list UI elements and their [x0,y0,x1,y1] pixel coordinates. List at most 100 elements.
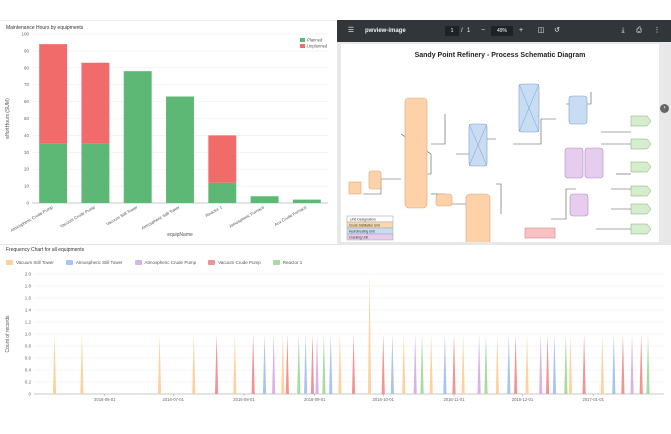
x-tick-label: 2016-12-01 [512,397,534,402]
x-tick-label: 2016-06-01 [94,397,116,402]
spike-atmospheric-crude-pump [630,334,634,394]
y-axis-label: Count of records [5,315,11,352]
spike-vacuum-crude-pump [351,334,356,394]
furnace [348,181,362,195]
legend-item[interactable]: Vacuum Crude Pump [208,258,261,266]
spike-atmospheric-still-tower [390,334,394,394]
chevron-right-icon[interactable]: › [660,104,669,113]
spike-vacuum-crude-pump [310,334,315,394]
minus-icon[interactable]: − [480,27,486,34]
spike-vacuum-still-tower [233,334,237,394]
frequency-legend: Vacuum Still Tower Atmospheric Still Tow… [6,258,314,266]
spike-vacuum-crude-pump [452,334,456,394]
y-tick-label: 1.8 [25,284,32,289]
spike-vacuum-crude-pump [251,334,255,394]
spike-vacuum-still-tower [402,334,406,394]
spike-reactor-1 [297,334,301,394]
process-schematic-diagram: Sandy Point Refinery - Process Schematic… [346,52,652,242]
spike-vacuum-still-tower [192,334,196,394]
menu-icon[interactable]: ☰ [347,27,355,34]
bar-planned [81,143,110,203]
x-tick-label: Atmospheric Furnace [228,204,266,229]
x-tick-label: Vacuum Still Tower [105,204,139,226]
spike-vacuum-still-tower [367,274,372,394]
atmospheric-distillation-column [404,97,428,209]
pdf-file-name: pwview-image [365,28,406,34]
spike-atmospheric-crude-pump [413,334,417,394]
more-vertical-icon[interactable]: ⋮ [653,27,661,34]
y-tick-label: 50 [24,116,30,121]
legend-item[interactable]: Vacuum Still Tower [6,258,54,266]
spike-atmospheric-crude-pump [477,334,481,394]
spike-reactor-1 [420,334,424,394]
legend-swatch [134,259,142,265]
legend-swatch [65,259,73,265]
unit-key-title: Unit Designation [350,218,376,222]
x-axis-label: equipName [167,232,193,238]
rotate-icon[interactable]: ↺ [554,27,560,34]
pdf-viewer[interactable]: ☰ pwview-image 1 / 1 − 49% + ◫ ↺ ⤓ ⎙ ⋮ S… [337,20,671,244]
frequency-chart: 0 0.2 0.4 0.6 0.8 1.0 1.2 1.4 1.6 1.8 2.0 2016-06-0… [5,272,664,402]
spike-reactor-1 [646,334,650,394]
spike-vacuum-still-tower [600,334,604,394]
spike-vacuum-crude-pump [514,334,518,394]
maintenance-bar-chart: 0 10 20 30 40 50 60 70 80 90 100 Atmospheric Crude … [5,32,328,238]
legend-swatch [300,44,305,48]
y-tick-label: 20 [24,167,30,172]
legend-item[interactable]: Atmospheric Still Tower [65,258,123,266]
bar-planned [39,143,68,203]
spike-vacuum-still-tower [338,334,342,394]
pdf-page: Sandy Point Refinery - Process Schematic… [341,44,659,242]
spike-vacuum-still-tower [429,334,433,394]
product-tags [630,115,652,235]
zoom-level-input[interactable]: 49% [491,26,513,36]
y-tick-label: 1.4 [25,308,32,313]
legend-item[interactable]: Atmospheric Crude Pump [134,258,197,266]
spike-atmospheric-crude-pump [539,334,543,394]
page-total: 1 [467,28,471,34]
spike-reactor-1 [484,334,488,394]
desalter-vessel [368,170,382,190]
maintenance-chart-title: Maintenance Hours by equipments [6,25,84,31]
y-tick-label: 40 [24,133,30,138]
unit-key-crude-label: Crude Distillation Unit [349,224,380,228]
legend-swatch [6,259,13,265]
legend-label: Reactor 1 [282,259,303,265]
x-tick-label: Vacuum Crude Pump [59,204,96,229]
spike-atmospheric-still-tower [552,334,557,394]
bar-unplanned [208,135,237,183]
spike-atmospheric-still-tower [329,334,333,394]
reformer-reactor [568,95,588,125]
download-icon[interactable]: ⤓ [621,27,625,34]
y-tick-label: 1.2 [25,320,32,325]
plus-icon[interactable]: + [518,27,524,34]
y-tick-label: 30 [24,150,30,155]
spike-atmospheric-still-tower [262,334,267,394]
fit-page-icon[interactable]: ◫ [537,27,545,34]
x-tick-label: 2016-09-01 [304,397,326,402]
cracking-reactor-1 [564,147,584,179]
y-tick-label: 0.6 [25,356,32,361]
spike-atmospheric-still-tower [443,334,447,394]
bar-unplanned [81,62,110,144]
coker-drum [569,193,589,217]
bar-planned [166,96,194,203]
spike-vacuum-crude-pump [621,334,625,394]
legend-item[interactable]: Reactor 1 [272,258,303,266]
legend-label: Atmospheric Still Tower [75,259,123,265]
cracking-reactor-2 [584,147,604,179]
y-tick-label: 1.6 [25,296,32,301]
spike-atmospheric-crude-pump [272,334,276,394]
y-tick-label: 0.2 [25,380,32,385]
spike-vacuum-crude-pump [215,334,219,394]
print-icon[interactable]: ⎙ [636,27,642,34]
separator-vessel [435,193,453,207]
legend-label: Atmospheric Crude Pump [144,259,197,265]
unit-key-cracking-label: Cracking Unit [349,236,368,240]
spike-atmospheric-still-tower [612,334,616,394]
unit-key-hydro-label: Hydrotreating Unit [349,230,375,234]
spike-vacuum-crude-pump [285,334,289,394]
page-number-input[interactable]: 1 [445,26,459,36]
spike-atmospheric-still-tower [507,334,511,394]
y-tick-label: 1.0 [25,332,32,337]
